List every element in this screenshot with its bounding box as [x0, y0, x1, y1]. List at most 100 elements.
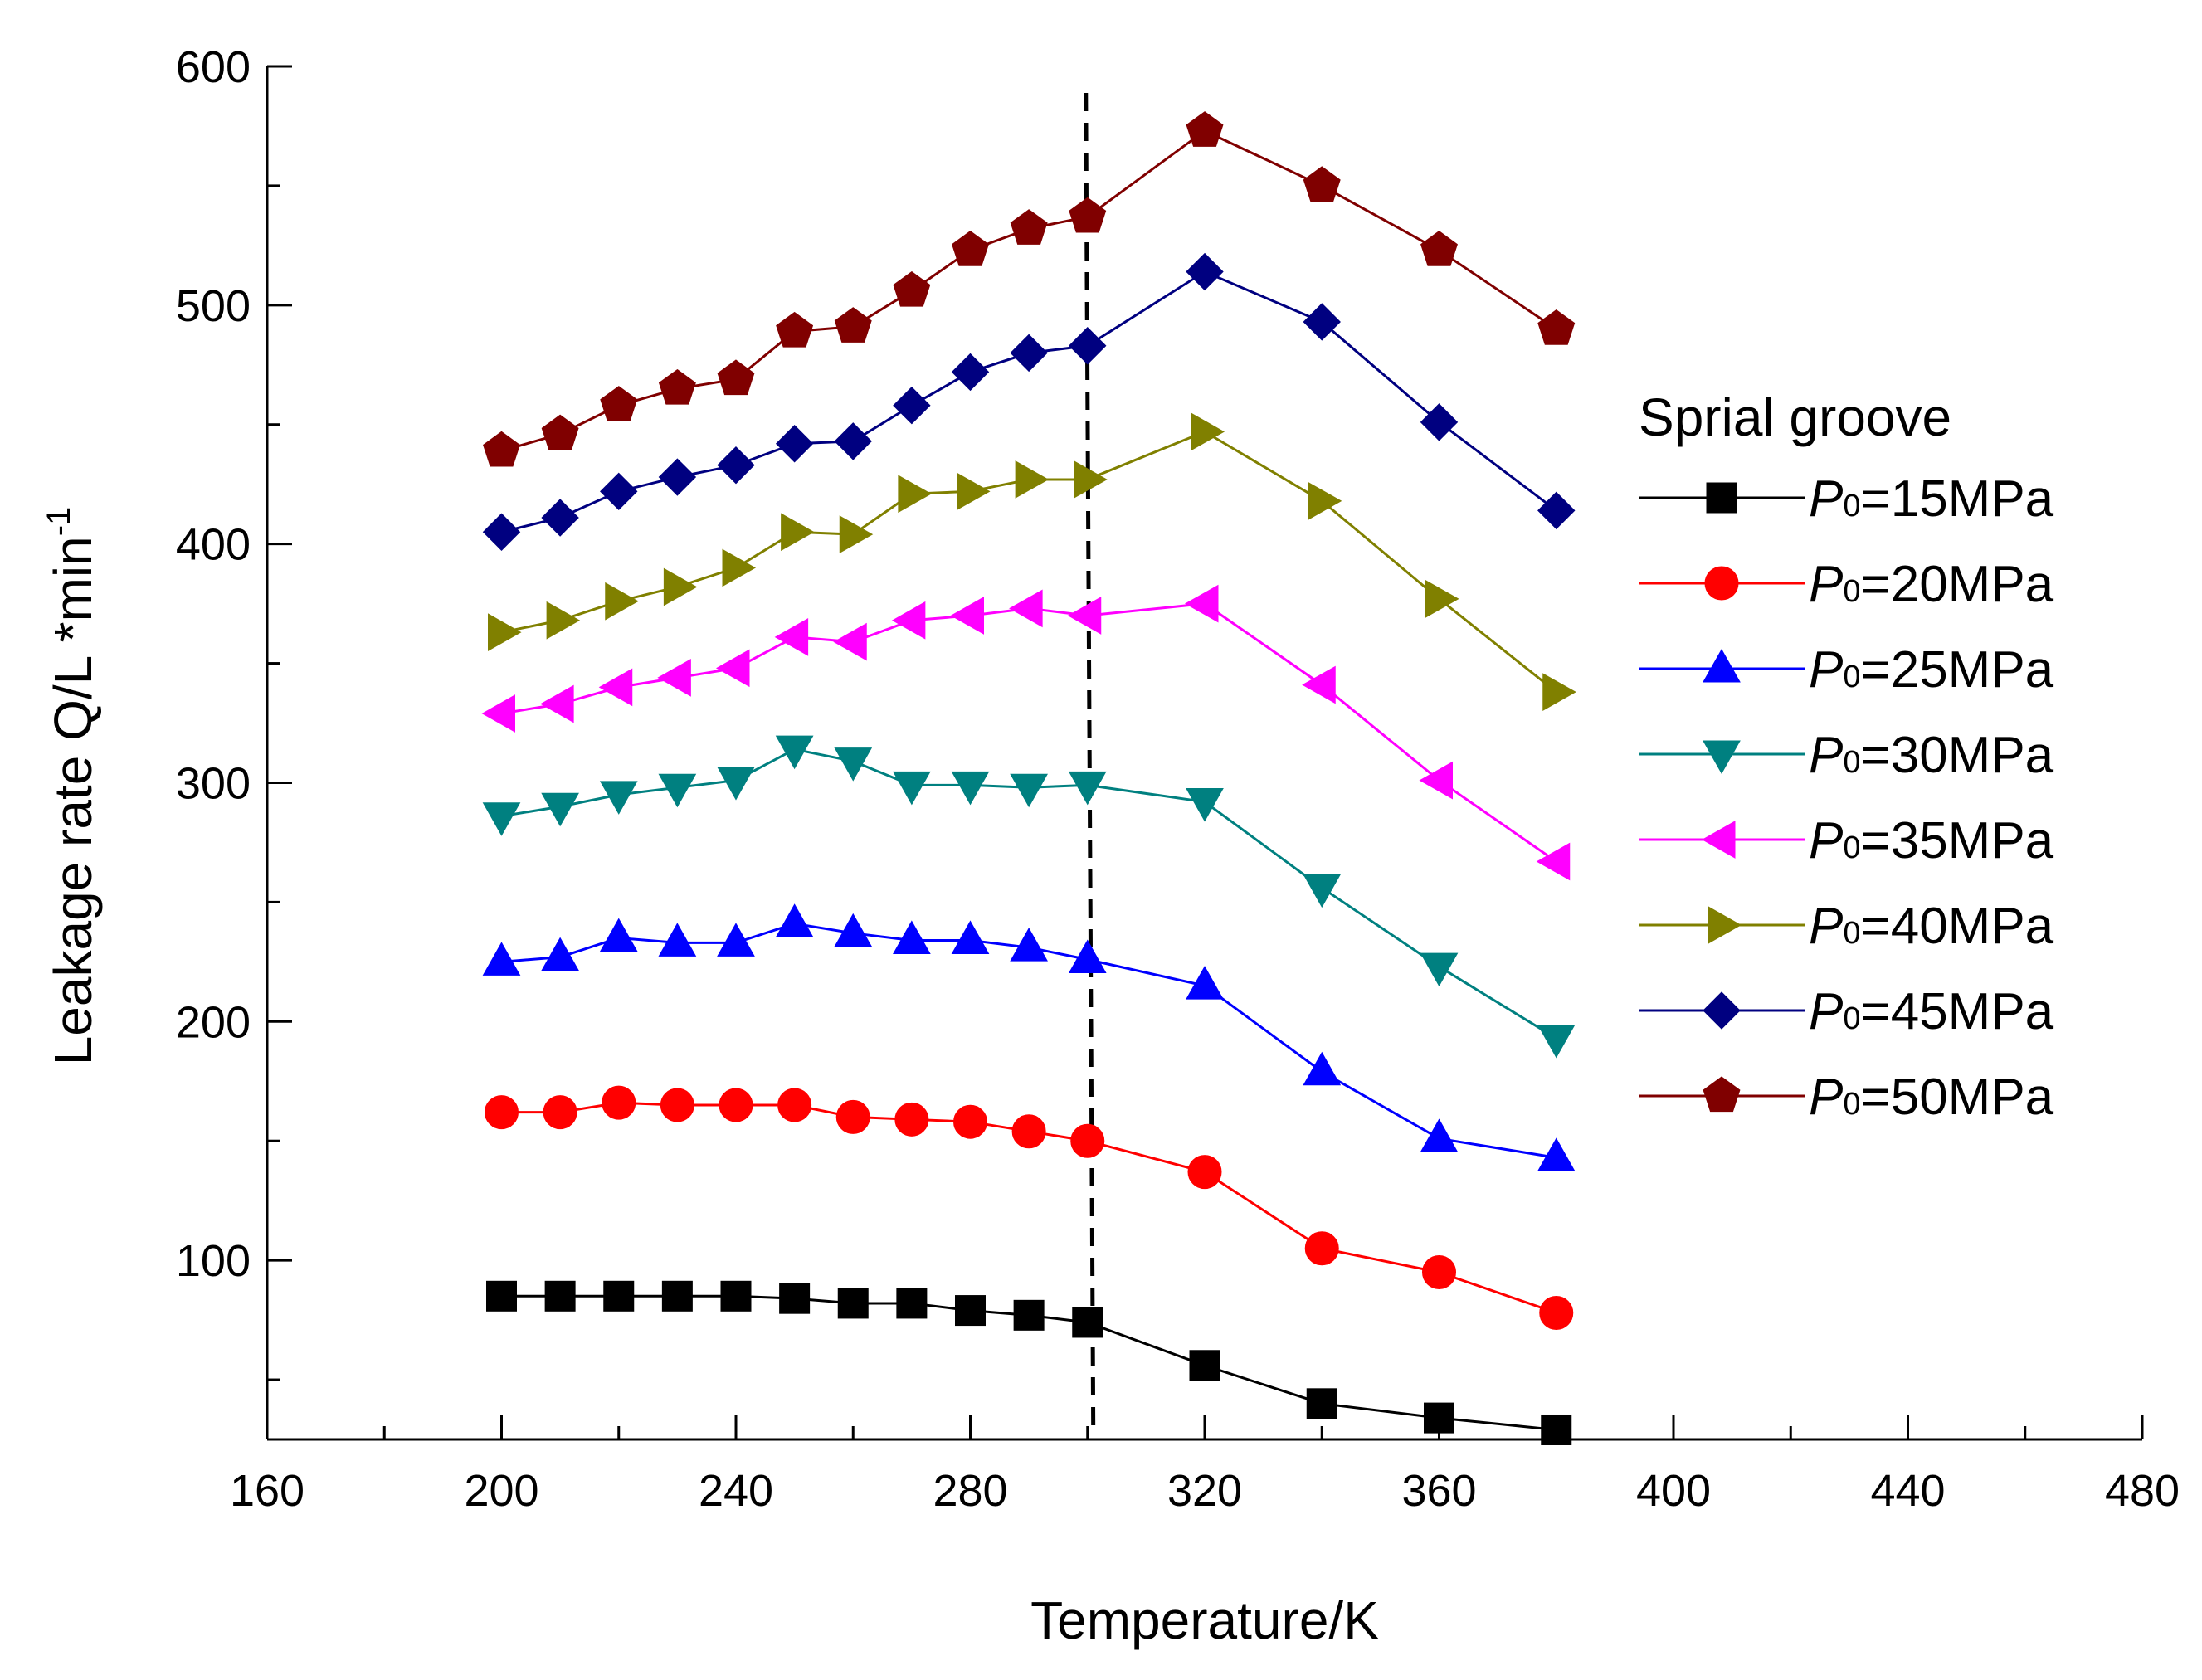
data-point — [833, 622, 867, 661]
legend-label-prefix: P — [1809, 727, 1843, 784]
data-point — [1539, 1295, 1574, 1330]
legend-label-subscript: 0 — [1843, 660, 1860, 694]
data-point — [1189, 1350, 1220, 1381]
legend-item: P0=25MPa — [1639, 641, 2054, 699]
data-point — [663, 567, 698, 606]
series-p0-45mpa — [482, 252, 1576, 551]
series-p0-20mpa — [485, 1085, 1574, 1330]
legend-title: Sprial groove — [1639, 387, 1951, 447]
data-point — [1010, 334, 1048, 373]
legend-label: P0=45MPa — [1809, 983, 2054, 1040]
data-point — [1068, 771, 1107, 806]
data-point — [717, 767, 755, 801]
data-point — [543, 1095, 577, 1130]
legend-label-rest: =20MPa — [1861, 556, 2054, 613]
data-point — [894, 1102, 929, 1137]
data-point — [1072, 1307, 1103, 1338]
x-tick-label: 280 — [933, 1466, 1007, 1516]
data-point — [1303, 1051, 1342, 1086]
legend-item: P0=45MPa — [1639, 983, 2054, 1040]
x-axis-title: Temperature/K — [1030, 1590, 1379, 1650]
data-point — [1303, 166, 1341, 202]
data-point — [541, 937, 579, 971]
legend-label-subscript: 0 — [1843, 574, 1860, 609]
data-point — [544, 1280, 576, 1312]
data-point — [1187, 1155, 1222, 1190]
data-point — [775, 735, 814, 770]
data-point — [599, 781, 638, 815]
data-point — [957, 472, 991, 511]
legend-item: P0=50MPa — [1639, 1069, 2054, 1126]
x-tick-label: 320 — [1167, 1466, 1242, 1516]
data-point — [1537, 1024, 1576, 1059]
data-point — [953, 1104, 987, 1139]
legend-item: P0=40MPa — [1639, 898, 2054, 955]
series-p0-25mpa — [482, 903, 1576, 1171]
legend-label: P0=35MPa — [1809, 812, 2054, 869]
y-tick-label: 500 — [176, 281, 251, 331]
data-point — [775, 425, 814, 463]
data-point — [898, 475, 932, 514]
data-point — [658, 458, 697, 496]
data-point — [1067, 597, 1102, 635]
data-point — [602, 1085, 636, 1120]
data-point — [1069, 327, 1107, 365]
data-point — [951, 771, 990, 806]
series-p0-30mpa — [482, 735, 1576, 1059]
data-point — [658, 923, 697, 957]
data-point — [1303, 303, 1341, 341]
data-point — [661, 1280, 693, 1312]
data-point — [722, 548, 757, 587]
data-point — [835, 1099, 870, 1134]
legend-label-rest: =35MPa — [1861, 812, 2054, 869]
data-point — [1424, 1402, 1454, 1434]
legend-marker — [1703, 1076, 1741, 1113]
legend-label-prefix: P — [1809, 812, 1843, 869]
y-tick-label: 200 — [176, 997, 251, 1047]
series-layer — [481, 111, 1576, 1445]
reference-line-300k — [1084, 92, 1096, 1438]
legend-label-prefix: P — [1809, 983, 1843, 1040]
legend-label: P0=40MPa — [1809, 898, 2054, 955]
reference-line-layer — [1084, 92, 1096, 1438]
data-point — [834, 913, 873, 947]
data-point — [540, 684, 574, 723]
data-point — [834, 307, 872, 343]
legend-label-rest: =30MPa — [1861, 727, 2054, 784]
data-point — [891, 601, 926, 640]
data-point — [955, 1295, 986, 1327]
legend-label-subscript: 0 — [1843, 1001, 1860, 1036]
series-line — [501, 270, 1557, 533]
x-tick-label: 360 — [1401, 1466, 1476, 1516]
data-point — [1542, 673, 1576, 711]
data-point — [893, 771, 931, 806]
data-point — [1184, 584, 1219, 623]
data-point — [1425, 579, 1459, 618]
data-point — [541, 499, 579, 537]
data-point — [600, 386, 638, 421]
data-point — [1191, 412, 1225, 451]
data-point — [1186, 252, 1224, 291]
legend-label-subscript: 0 — [1843, 1087, 1860, 1122]
legend-marker — [1708, 906, 1742, 944]
data-point — [1186, 966, 1224, 1000]
data-point — [950, 597, 984, 635]
data-point — [720, 1280, 752, 1312]
x-tick-label: 480 — [2105, 1466, 2180, 1516]
x-tick-label: 400 — [1636, 1466, 1711, 1516]
data-point — [717, 923, 755, 957]
data-point — [951, 920, 990, 954]
data-point — [1015, 460, 1050, 499]
x-tick-label: 240 — [699, 1466, 773, 1516]
data-point — [774, 618, 809, 656]
legend-label-subscript: 0 — [1843, 916, 1860, 951]
data-point — [1303, 874, 1342, 908]
legend-marker — [1704, 566, 1739, 601]
data-point — [717, 446, 755, 485]
data-point — [1537, 1137, 1576, 1171]
data-point — [658, 773, 697, 808]
y-axis-title-superscript: -1 — [41, 507, 77, 537]
x-tick-label: 440 — [1870, 1466, 1945, 1516]
data-point — [1304, 1231, 1339, 1266]
